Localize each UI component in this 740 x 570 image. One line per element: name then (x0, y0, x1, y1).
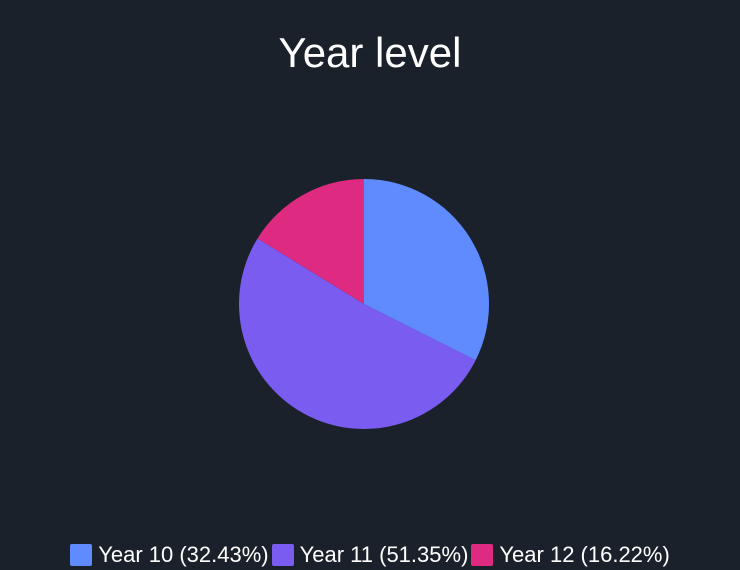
pie-slice-year-10[interactable] (364, 179, 490, 361)
chart-title: Year level (278, 29, 462, 76)
pie-slice-year-12[interactable] (257, 179, 364, 304)
legend-swatch (70, 544, 93, 566)
pie-slice-year-11[interactable] (239, 238, 476, 429)
legend-swatch (271, 544, 294, 566)
legend-label: Year 11 (51.35%) (299, 542, 469, 567)
legend-item-year-12[interactable]: Year 12 (16.22%) (471, 542, 670, 568)
legend-swatch (471, 544, 494, 566)
legend-label: Year 12 (16.22%) (499, 542, 670, 567)
legend-item-year-10[interactable]: Year 10 (32.43%) (70, 542, 269, 568)
chart-legend: Year 10 (32.43%) Year 11 (51.35%) Year 12 … (0, 540, 740, 570)
legend-label: Year 10 (32.43%) (98, 542, 269, 567)
legend-item-year-11[interactable]: Year 11 (51.35%) (271, 542, 469, 568)
